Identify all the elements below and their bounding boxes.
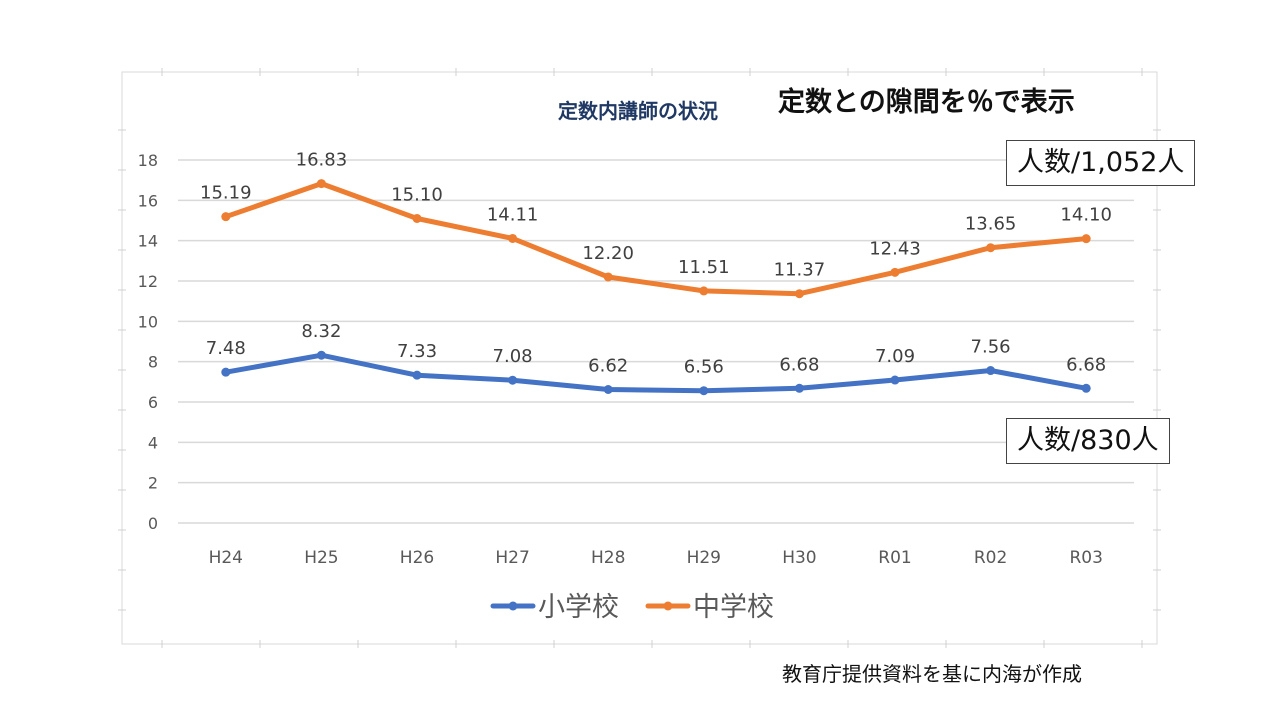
y-tick-label-6: 6 xyxy=(148,393,158,412)
data-label-1-5: 11.51 xyxy=(678,257,730,278)
data-label-1-2: 15.10 xyxy=(391,184,443,205)
legend-label-1: 中学校 xyxy=(693,592,774,623)
data-label-1-8: 13.65 xyxy=(965,214,1017,235)
x-tick-label-R03: R03 xyxy=(1069,548,1102,568)
data-label-0-4: 6.62 xyxy=(588,355,628,376)
data-point-1-9 xyxy=(1081,234,1091,244)
y-tick-label-2: 2 xyxy=(148,474,158,493)
data-point-0-7 xyxy=(890,375,900,385)
data-label-1-7: 12.43 xyxy=(869,238,921,259)
data-label-0-7: 7.09 xyxy=(875,346,915,367)
elementary-count-box: 人数/830人 xyxy=(1006,418,1170,464)
series-line-1 xyxy=(223,181,1089,297)
data-labels: 7.48 8.32 7.33 7.08 6.62 6.56 6.68 7.09 7.56 6.68… xyxy=(200,150,1112,378)
data-point-1-1 xyxy=(316,179,326,189)
data-label-1-9: 14.10 xyxy=(1060,205,1112,226)
x-axis-tick-labels: H24 H25 H26 H27 H28 H29 H30 R01 R02 R03 xyxy=(209,548,1103,568)
data-point-0-9 xyxy=(1081,383,1091,393)
y-tick-label-4: 4 xyxy=(148,433,158,452)
y-tick-label-16: 16 xyxy=(138,191,158,210)
data-point-1-4 xyxy=(603,272,613,282)
x-tick-label-R01: R01 xyxy=(878,548,911,568)
data-label-1-3: 14.11 xyxy=(487,204,539,225)
data-label-1-4: 12.20 xyxy=(582,243,634,264)
y-tick-label-10: 10 xyxy=(138,312,158,331)
x-tick-label-H27: H27 xyxy=(495,548,529,568)
data-point-0-0 xyxy=(221,367,231,377)
data-point-0-2 xyxy=(412,370,422,380)
data-point-0-1 xyxy=(316,350,326,360)
y-tick-label-12: 12 xyxy=(138,272,158,291)
data-point-1-3 xyxy=(508,233,518,243)
y-tick-label-14: 14 xyxy=(138,232,158,251)
data-point-1-6 xyxy=(794,289,804,299)
frame-ticks xyxy=(118,68,1161,648)
data-label-0-2: 7.33 xyxy=(397,341,437,362)
data-point-0-3 xyxy=(508,375,518,385)
data-label-0-1: 8.32 xyxy=(301,321,341,342)
source-note: 教育庁提供資料を基に内海が作成 xyxy=(782,662,1082,686)
y-tick-label-18: 18 xyxy=(138,151,158,170)
x-tick-label-H28: H28 xyxy=(591,548,625,568)
legend-marker-1 xyxy=(663,601,673,611)
data-point-1-5 xyxy=(699,286,709,296)
x-tick-label-H24: H24 xyxy=(209,548,243,568)
data-label-1-1: 16.83 xyxy=(296,150,348,171)
x-tick-label-H26: H26 xyxy=(400,548,434,568)
series-points xyxy=(221,179,1091,396)
data-label-0-3: 7.08 xyxy=(493,346,533,367)
data-label-0-0: 7.48 xyxy=(206,338,246,359)
data-label-0-9: 6.68 xyxy=(1066,354,1106,375)
data-point-1-2 xyxy=(412,213,422,223)
data-point-0-6 xyxy=(794,383,804,393)
legend: 小学校 中学校 xyxy=(490,592,774,623)
data-point-1-7 xyxy=(890,267,900,277)
middle-school-count-box: 人数/1,052人 xyxy=(1006,140,1196,186)
series-line-0 xyxy=(223,352,1089,394)
x-tick-label-H30: H30 xyxy=(782,548,816,568)
subtitle-annotation: 定数との隙間を％で表示 xyxy=(778,87,1075,118)
x-tick-label-H29: H29 xyxy=(687,548,721,568)
x-tick-label-H25: H25 xyxy=(304,548,338,568)
series-lines xyxy=(223,181,1089,394)
legend-marker-0 xyxy=(508,601,518,611)
y-axis-tick-labels: 0 2 4 6 8 10 12 14 16 18 xyxy=(138,151,158,533)
data-point-0-4 xyxy=(603,384,613,394)
x-tick-label-R02: R02 xyxy=(974,548,1007,568)
y-gridlines xyxy=(178,159,1134,524)
data-label-1-0: 15.19 xyxy=(200,183,252,204)
y-tick-label-8: 8 xyxy=(148,353,158,372)
data-label-0-6: 6.68 xyxy=(779,354,819,375)
y-tick-label-0: 0 xyxy=(148,514,158,533)
data-label-0-8: 7.56 xyxy=(971,337,1011,358)
data-point-0-8 xyxy=(986,366,996,376)
legend-label-0: 小学校 xyxy=(538,592,619,623)
data-point-0-5 xyxy=(699,386,709,396)
data-label-0-5: 6.56 xyxy=(684,357,724,378)
chart-title: 定数内講師の状況 xyxy=(558,99,718,123)
data-label-1-6: 11.37 xyxy=(774,260,826,281)
data-point-1-0 xyxy=(221,212,231,222)
data-point-1-8 xyxy=(986,243,996,253)
